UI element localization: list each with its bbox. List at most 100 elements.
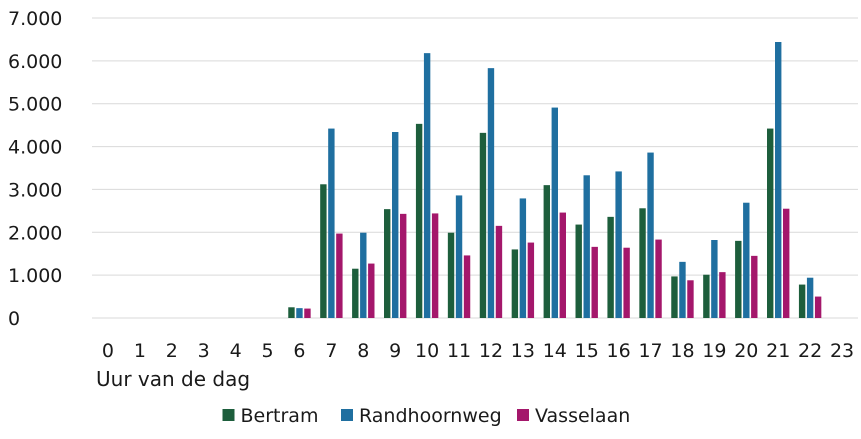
bar-randhoornweg-20 <box>743 202 750 318</box>
x-tick-label: 13 <box>511 340 535 362</box>
bar-vasselaan-22 <box>814 296 822 318</box>
legend-label: Vasselaan <box>535 405 630 427</box>
x-tick-label: 8 <box>357 340 369 362</box>
x-tick-label: 16 <box>607 340 631 362</box>
x-tick-label: 0 <box>102 340 114 362</box>
bar-randhoornweg-17 <box>647 152 654 318</box>
bar-randhoornweg-21 <box>775 42 782 318</box>
bar-randhoornweg-7 <box>328 128 335 318</box>
bar-randhoornweg-8 <box>360 232 367 318</box>
y-tick-label: 3.000 <box>8 179 62 201</box>
bar-bertram-11 <box>447 232 455 318</box>
legend-label: Randhoornweg <box>359 405 502 427</box>
legend-swatch <box>517 409 529 421</box>
bar-vasselaan-7 <box>336 233 343 318</box>
bar-vasselaan-10 <box>431 213 439 318</box>
bar-bertram-16 <box>607 216 614 318</box>
bar-randhoornweg-14 <box>551 107 558 318</box>
x-tick-label: 15 <box>575 340 599 362</box>
bar-randhoornweg-22 <box>806 277 814 318</box>
x-tick-label: 9 <box>389 340 401 362</box>
y-tick-label: 1.000 <box>8 265 62 287</box>
bar-vasselaan-18 <box>687 280 694 318</box>
bar-vasselaan-12 <box>495 225 503 318</box>
x-tick-label: 3 <box>198 340 210 362</box>
bar-bertram-20 <box>735 240 742 318</box>
bar-randhoornweg-19 <box>711 240 718 318</box>
bar-randhoornweg-13 <box>519 198 527 318</box>
x-axis-tick-labels: 0 1 2 3 4 5 6 7 8 9 10 11 12 13 14 15 16 17 18 19 20 21 22 23 <box>102 340 854 362</box>
x-tick-label: 10 <box>415 340 439 362</box>
bar-vasselaan-13 <box>527 242 535 318</box>
bar-bertram-6 <box>288 307 295 318</box>
x-tick-label: 18 <box>670 340 694 362</box>
bar-vasselaan-15 <box>591 246 598 318</box>
bar-bertram-21 <box>767 128 774 318</box>
x-tick-label: 6 <box>293 340 305 362</box>
bar-bertram-12 <box>479 132 487 318</box>
x-tick-label: 21 <box>766 340 790 362</box>
legend-swatch <box>222 409 235 421</box>
x-tick-label: 22 <box>798 340 822 362</box>
bar-bertram-9 <box>384 209 391 318</box>
legend-item-vasselaan: Vasselaan <box>517 405 630 427</box>
bar-randhoornweg-9 <box>392 132 399 318</box>
y-tick-label: 6.000 <box>8 51 62 73</box>
bar-randhoornweg-16 <box>615 171 622 318</box>
y-tick-label: 5.000 <box>8 94 62 116</box>
y-tick-label: 4.000 <box>8 137 62 159</box>
x-tick-label: 23 <box>830 340 854 362</box>
x-axis-title: Uur van de dag <box>96 367 250 391</box>
bar-bertram-15 <box>575 224 582 318</box>
x-tick-label: 12 <box>479 340 503 362</box>
bar-vasselaan-9 <box>400 213 407 318</box>
y-tick-label: 0 <box>8 308 20 330</box>
x-tick-label: 14 <box>543 340 567 362</box>
bar-bertram-22 <box>798 284 806 318</box>
y-tick-label: 7.000 <box>8 8 62 30</box>
bar-bertram-7 <box>320 184 327 318</box>
legend: Bertram Randhoornweg Vasselaan <box>222 405 630 427</box>
x-tick-label: 2 <box>166 340 178 362</box>
gridlines <box>92 17 858 319</box>
bars <box>288 42 822 319</box>
bar-vasselaan-11 <box>463 255 471 318</box>
x-tick-label: 7 <box>325 340 337 362</box>
bar-vasselaan-20 <box>751 255 758 318</box>
bar-bertram-18 <box>671 276 678 318</box>
bar-randhoornweg-6 <box>296 308 303 318</box>
bar-vasselaan-17 <box>655 239 662 318</box>
bar-vasselaan-21 <box>783 208 790 318</box>
bar-bertram-14 <box>543 185 550 318</box>
bar-vasselaan-19 <box>719 272 726 318</box>
y-tick-label: 2.000 <box>8 222 62 244</box>
x-tick-label: 20 <box>734 340 758 362</box>
bar-randhoornweg-15 <box>583 175 590 318</box>
bar-bertram-13 <box>511 249 519 318</box>
x-tick-label: 5 <box>261 340 273 362</box>
bar-randhoornweg-10 <box>423 53 431 319</box>
x-tick-label: 11 <box>447 340 471 362</box>
bar-bertram-19 <box>703 274 710 318</box>
bar-randhoornweg-12 <box>487 68 495 319</box>
bar-vasselaan-8 <box>368 263 375 318</box>
bar-vasselaan-6 <box>304 308 311 318</box>
bar-bertram-8 <box>352 268 359 318</box>
x-tick-label: 19 <box>702 340 726 362</box>
bar-vasselaan-14 <box>559 212 566 318</box>
x-tick-label: 1 <box>134 340 146 362</box>
legend-item-randhoornweg: Randhoornweg <box>341 405 502 427</box>
x-tick-label: 17 <box>638 340 662 362</box>
legend-swatch <box>341 409 353 421</box>
x-tick-label: 4 <box>230 340 242 362</box>
legend-item-bertram: Bertram <box>222 405 319 427</box>
legend-label: Bertram <box>241 405 319 427</box>
bar-randhoornweg-11 <box>455 195 463 318</box>
bar-vasselaan-16 <box>623 247 630 318</box>
y-axis-tick-labels: 0 1.000 2.000 3.000 4.000 5.000 6.000 7.000 <box>8 8 62 330</box>
bar-randhoornweg-18 <box>679 261 686 318</box>
bar-bertram-10 <box>415 123 423 318</box>
bar-bertram-17 <box>639 208 646 318</box>
